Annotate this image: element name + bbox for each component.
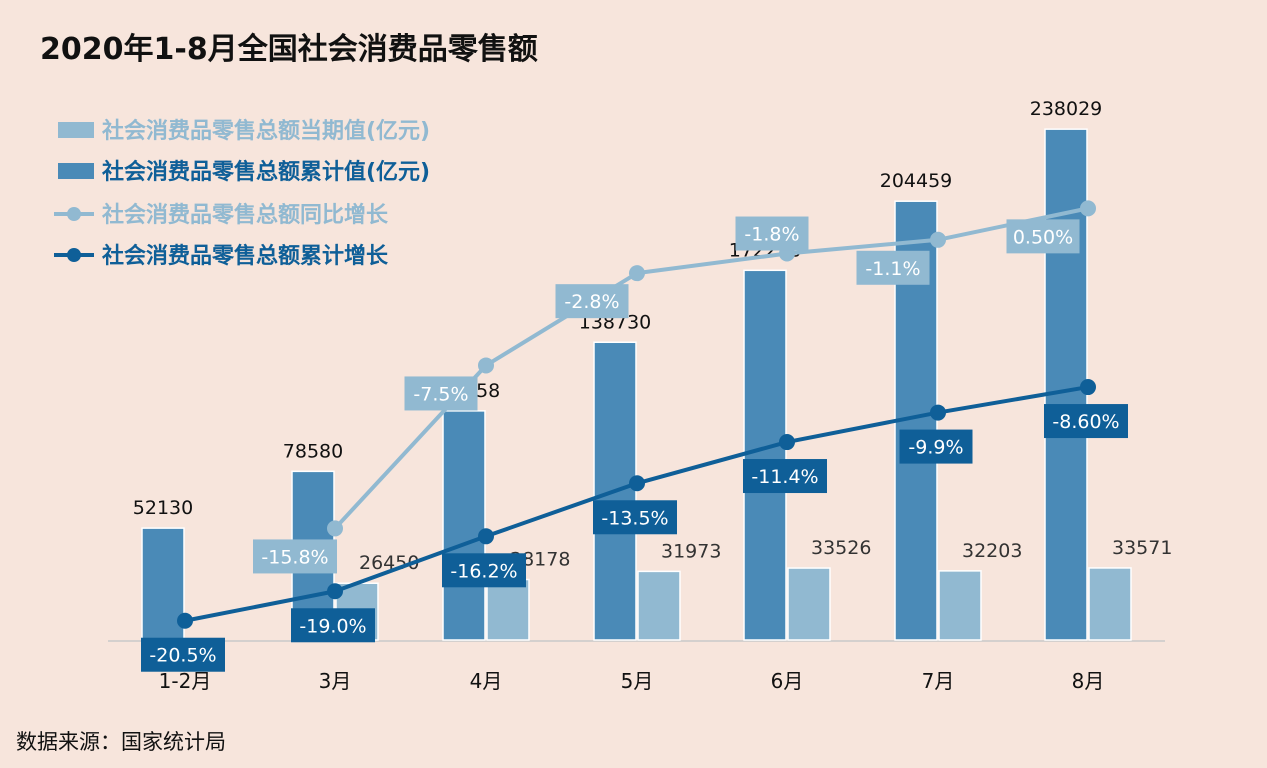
label-box-yoy-1 bbox=[253, 539, 337, 574]
point-acc-2 bbox=[478, 528, 494, 545]
data-label-cumulative-0: 52130 bbox=[133, 497, 193, 519]
data-label-acc-5: -9.9% bbox=[908, 437, 963, 459]
data-label-yoy-6: 0.50% bbox=[1013, 226, 1073, 248]
point-acc-6 bbox=[1080, 379, 1096, 396]
data-label-yoy-4: -1.8% bbox=[744, 224, 799, 246]
data-label-current-1: 26450 bbox=[359, 552, 419, 574]
label-box-acc-6 bbox=[1044, 404, 1128, 439]
label-box-acc-5 bbox=[899, 429, 973, 464]
x-tick-label-2: 4月 bbox=[470, 669, 503, 693]
x-tick-label-4: 6月 bbox=[771, 669, 804, 693]
data-label-yoy-1: -15.8% bbox=[261, 546, 328, 568]
data-label-acc-4: -11.4% bbox=[751, 466, 818, 488]
data-label-current-6: 33571 bbox=[1112, 537, 1172, 559]
label-box-acc-4 bbox=[743, 459, 827, 494]
data-label-cumulative-6: 238029 bbox=[1030, 98, 1103, 120]
bar-current-4 bbox=[787, 567, 831, 641]
bar-current-3 bbox=[637, 570, 681, 641]
data-label-acc-3: -13.5% bbox=[601, 507, 668, 529]
label-box-yoy-6 bbox=[1006, 219, 1080, 254]
legend-swatch-cumulative bbox=[58, 163, 94, 179]
legend-label-cumulative: 社会消费品零售总额累计值(亿元) bbox=[102, 159, 430, 185]
legend-marker-acc bbox=[67, 248, 81, 262]
data-label-current-4: 33526 bbox=[811, 537, 871, 559]
source-note: 数据来源：国家统计局 bbox=[16, 730, 226, 754]
x-tick-label-5: 7月 bbox=[922, 669, 955, 693]
x-tick-label-6: 8月 bbox=[1072, 669, 1105, 693]
point-yoy-3 bbox=[629, 265, 645, 282]
label-box-acc-0 bbox=[141, 637, 225, 672]
x-tick-label-0: 1-2月 bbox=[159, 669, 212, 693]
data-label-yoy-5: -1.1% bbox=[865, 258, 920, 280]
bar-current-2 bbox=[486, 578, 530, 641]
point-acc-3 bbox=[629, 475, 645, 492]
data-label-current-5: 32203 bbox=[962, 540, 1022, 562]
legend-marker-yoy bbox=[67, 207, 81, 221]
data-label-acc-1: -19.0% bbox=[299, 615, 366, 637]
point-acc-0 bbox=[177, 612, 193, 629]
bar-cumulative-2 bbox=[442, 410, 486, 641]
data-label-yoy-2: -7.5% bbox=[413, 383, 468, 405]
point-acc-5 bbox=[930, 404, 946, 421]
data-label-current-3: 31973 bbox=[661, 540, 721, 562]
data-label-yoy-3: -2.8% bbox=[564, 291, 619, 313]
data-label-cumulative-1: 78580 bbox=[283, 440, 343, 462]
bar-cumulative-0 bbox=[141, 527, 185, 641]
x-tick-label-1: 3月 bbox=[319, 669, 352, 693]
point-yoy-2 bbox=[478, 357, 494, 374]
point-acc-4 bbox=[779, 434, 795, 451]
label-box-acc-3 bbox=[593, 500, 677, 535]
bar-current-6 bbox=[1088, 567, 1132, 641]
label-box-yoy-3 bbox=[555, 284, 629, 319]
legend-label-current: 社会消费品零售总额当期值(亿元) bbox=[102, 118, 430, 144]
label-box-yoy-5 bbox=[856, 250, 930, 285]
label-box-yoy-2 bbox=[404, 376, 478, 411]
x-tick-label-3: 5月 bbox=[621, 669, 654, 693]
legend-label-yoy: 社会消费品零售总额同比增长 bbox=[102, 202, 389, 228]
point-yoy-1 bbox=[327, 520, 343, 537]
label-box-yoy-4 bbox=[735, 216, 809, 251]
data-label-acc-2: -16.2% bbox=[450, 560, 517, 582]
label-box-acc-1 bbox=[291, 608, 375, 643]
point-yoy-6 bbox=[1080, 200, 1096, 217]
bar-current-5 bbox=[938, 570, 982, 641]
data-label-acc-6: -8.60% bbox=[1052, 411, 1119, 433]
data-label-cumulative-5: 204459 bbox=[880, 170, 953, 192]
legend-label-acc: 社会消费品零售总额累计增长 bbox=[102, 243, 389, 269]
chart-title: 2020年1-8月全国社会消费品零售额 bbox=[40, 32, 538, 67]
legend-swatch-current bbox=[58, 122, 94, 138]
label-box-acc-2 bbox=[442, 553, 526, 588]
point-yoy-5 bbox=[930, 231, 946, 248]
point-acc-1 bbox=[327, 583, 343, 600]
data-label-acc-0: -20.5% bbox=[149, 645, 216, 667]
bar-cumulative-4 bbox=[743, 269, 787, 641]
